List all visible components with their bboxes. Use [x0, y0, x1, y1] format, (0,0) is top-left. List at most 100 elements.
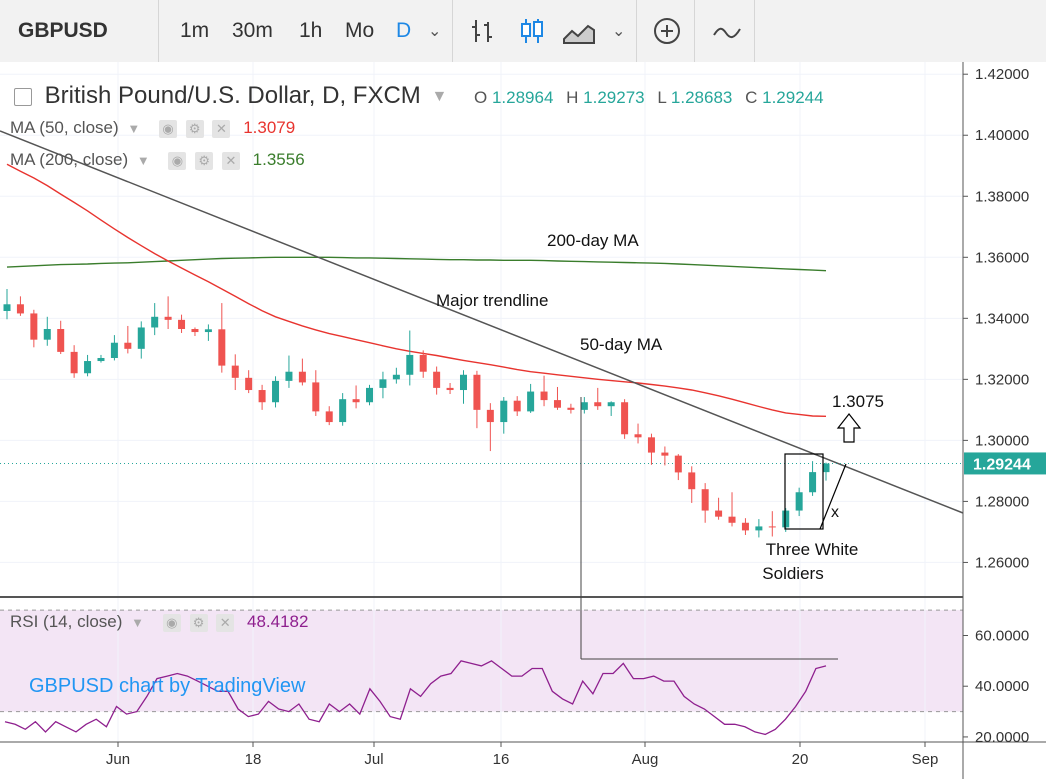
candle-body [110, 342, 118, 358]
symbol-search-button[interactable]: GBPUSD [18, 19, 108, 42]
rsi-remove-close-icon[interactable]: ✕ [216, 613, 235, 632]
rsi-tick-label: 40.0000 [975, 678, 1029, 695]
series-title[interactable]: British Pound/U.S. Dollar, D, FXCM [44, 82, 421, 109]
rsi-settings-gear-icon[interactable]: ⚙ [189, 613, 208, 632]
candle-body [70, 351, 78, 374]
last-price-tag [964, 452, 1046, 475]
candle-body [392, 374, 400, 380]
interval-month-button[interactable]: Mo [345, 19, 375, 42]
ma50-label[interactable]: MA (50, close) [10, 118, 119, 137]
chart-area[interactable]: 1.42000 1.40000 1.38000 1.36000 1.34000 1.320… [0, 62, 1046, 779]
collapse-legend-icon[interactable] [14, 87, 32, 106]
candle-body [406, 354, 414, 375]
rsi-label[interactable]: RSI (14, close) [10, 612, 123, 631]
candle-body [728, 516, 736, 523]
rsi-tick-label: 60.0000 [975, 628, 1029, 645]
candles-chart-style-icon[interactable] [518, 0, 546, 62]
price-tick-label: 1.42000 [975, 66, 1029, 83]
candle-body [419, 354, 427, 372]
candle-body [674, 455, 682, 473]
time-tick-label: Sep [912, 751, 939, 768]
candle-body [688, 472, 696, 490]
interval-30m-button[interactable]: 30m [232, 19, 273, 42]
candle-body [325, 411, 333, 423]
low-label: L [657, 88, 667, 107]
candle-body [580, 402, 588, 410]
candle-body [822, 463, 830, 473]
indicators-wave-icon[interactable] [712, 0, 744, 62]
last-price-tag-label: 1.29244 [973, 456, 1031, 473]
area-chart-style-icon[interactable] [562, 0, 596, 62]
close-label: C [745, 88, 758, 107]
time-tick-label: 16 [493, 751, 510, 768]
candle-body [379, 379, 387, 388]
interval-1h-button[interactable]: 1h [299, 19, 323, 42]
candle-body [607, 402, 615, 407]
price-chart[interactable]: 1.42000 1.40000 1.38000 1.36000 1.34000 1.320… [0, 62, 1046, 779]
toolbar-divider [694, 0, 695, 62]
candle-body [634, 434, 642, 438]
annotation-label: Soldiers [762, 564, 823, 583]
interval-1m-button[interactable]: 1m [180, 19, 210, 42]
bar-chart-style-icon[interactable] [470, 0, 498, 62]
high-label: H [566, 88, 579, 107]
ma50-visibility-eye-icon[interactable]: ◉ [159, 119, 177, 138]
candle-body [298, 371, 306, 383]
watermark: GBPUSD chart by TradingView [29, 675, 306, 697]
time-tick-label: 18 [245, 751, 262, 768]
candle-body [312, 382, 320, 412]
ma200-chevron-down-icon[interactable]: ▼ [136, 153, 150, 169]
ma50-settings-gear-icon[interactable]: ⚙ [185, 119, 204, 138]
candle-body [782, 510, 790, 528]
candle-body [3, 304, 11, 311]
candle-body [446, 387, 454, 391]
annotation-label: 1.3075 [832, 392, 884, 411]
rsi-chevron-down-icon[interactable]: ▼ [131, 615, 145, 631]
annotation-label: Major trendline [436, 291, 548, 310]
candle-body [16, 304, 24, 314]
ma200-line [6, 256, 827, 272]
ma50-line [6, 163, 827, 417]
price-tick-label: 1.26000 [975, 554, 1029, 571]
chart-style-chevron-down-icon[interactable]: ⌄ [612, 23, 626, 40]
candle-body [366, 387, 374, 403]
add-indicator-plus-icon[interactable] [652, 0, 682, 62]
candle-body [218, 329, 226, 366]
candle-body [164, 316, 172, 320]
ma200-settings-gear-icon[interactable]: ⚙ [195, 151, 214, 170]
candle-body [30, 313, 38, 340]
candle-body [231, 365, 239, 378]
candle-body [715, 510, 723, 517]
ma200-visibility-eye-icon[interactable]: ◉ [168, 151, 187, 170]
price-tick-label: 1.30000 [975, 432, 1029, 449]
rsi-visibility-eye-icon[interactable]: ◉ [162, 613, 181, 632]
candle-body [84, 361, 92, 374]
candle-body [567, 407, 575, 410]
candle-body [486, 409, 494, 423]
candle-body [191, 329, 199, 333]
candle-body [151, 316, 159, 328]
price-tick-label: 1.28000 [975, 493, 1029, 510]
ma50-chevron-down-icon[interactable]: ▼ [127, 121, 141, 137]
ma50-remove-close-icon[interactable]: ✕ [212, 119, 231, 138]
close-value: 1.29244 [762, 88, 824, 107]
time-tick-label: Aug [632, 751, 659, 768]
ma200-label[interactable]: MA (200, close) [10, 150, 129, 169]
candle-body [204, 329, 212, 333]
low-value: 1.28683 [670, 88, 733, 107]
candle-body [647, 437, 655, 453]
main-series-legend: British Pound/U.S. Dollar, D, FXCM ▼ O 1… [10, 82, 832, 110]
high-value: 1.29273 [583, 88, 645, 107]
series-chevron-down-icon[interactable]: ▼ [431, 87, 448, 105]
ma200-remove-close-icon[interactable]: ✕ [221, 151, 240, 170]
candle-body [768, 526, 776, 528]
candle-body [513, 400, 521, 412]
candle-body [352, 399, 360, 403]
time-tick-label: Jun [106, 751, 130, 768]
interval-day-button[interactable]: D [396, 19, 412, 42]
price-tick-label: 1.40000 [975, 127, 1029, 144]
time-tick-label: 20 [792, 751, 809, 768]
toolbar-divider [636, 0, 637, 62]
annotation-label: 50-day MA [580, 335, 663, 354]
interval-dropdown-chevron-down-icon[interactable]: ⌄ [428, 23, 442, 40]
